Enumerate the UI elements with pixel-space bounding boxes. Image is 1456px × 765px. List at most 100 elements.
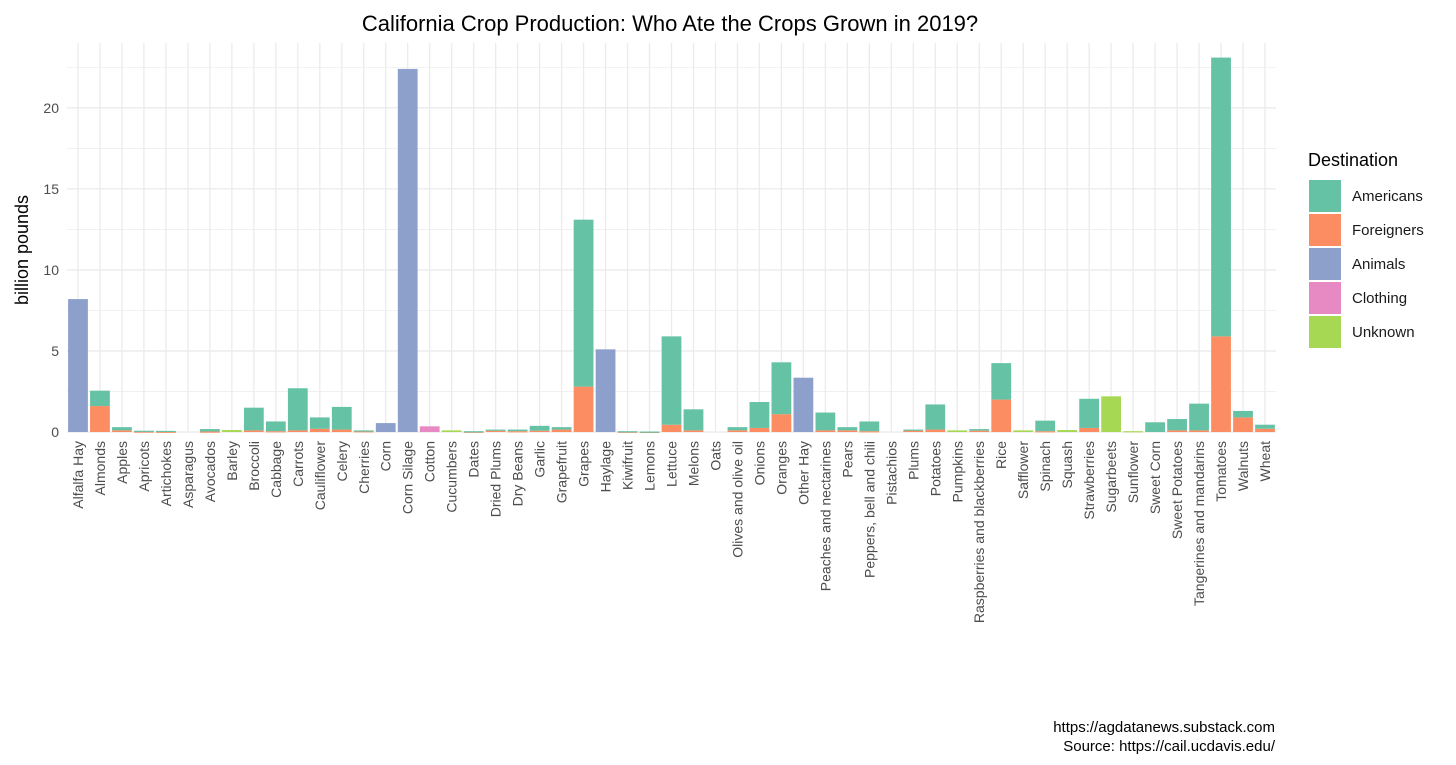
bar-segment bbox=[134, 431, 154, 433]
bar-segment bbox=[331, 429, 352, 432]
y-tick-label: 0 bbox=[51, 424, 59, 440]
x-tick-label: Celery bbox=[334, 441, 350, 481]
bar-segment bbox=[90, 390, 110, 407]
bar-segment bbox=[661, 336, 682, 425]
bar-segment bbox=[507, 431, 528, 433]
bar-segment bbox=[969, 430, 990, 432]
bar-segment bbox=[573, 219, 594, 387]
legend-swatch bbox=[1309, 316, 1341, 348]
bar-segment bbox=[903, 429, 924, 431]
bar-segment bbox=[815, 412, 836, 431]
x-tick-label: Grapefruit bbox=[554, 441, 570, 503]
bar-segment bbox=[1123, 431, 1144, 433]
legend-title: Destination bbox=[1308, 150, 1398, 170]
bar-segment bbox=[529, 430, 550, 432]
bar-segment bbox=[287, 388, 308, 431]
x-tick-label: Other Hay bbox=[795, 441, 811, 505]
x-tick-label: Carrots bbox=[290, 441, 306, 487]
x-tick-label: Olives and olive oil bbox=[729, 441, 745, 558]
x-tick-label: Alfalfa Hay bbox=[70, 441, 86, 509]
bar-segment bbox=[1255, 428, 1275, 432]
bar-segment bbox=[1057, 430, 1078, 432]
bar-segment bbox=[156, 431, 176, 433]
bar-segment bbox=[199, 429, 220, 432]
bar-segment bbox=[353, 430, 374, 432]
x-tick-label: Barley bbox=[224, 441, 240, 481]
legend-swatch bbox=[1309, 248, 1341, 280]
bar-segment bbox=[441, 430, 462, 432]
bar-segment bbox=[287, 430, 308, 432]
bar-segment bbox=[991, 399, 1012, 432]
bar-segment bbox=[265, 431, 286, 433]
bar-segment bbox=[771, 414, 792, 432]
bar-segment bbox=[331, 406, 352, 430]
bar-segment bbox=[969, 429, 990, 431]
x-tick-label: Peaches and nectarines bbox=[817, 441, 833, 591]
bar-segment bbox=[529, 425, 550, 431]
bar-segment bbox=[134, 430, 154, 432]
x-tick-label: Raspberries and blackberries bbox=[971, 441, 987, 623]
bar-segment bbox=[595, 349, 616, 432]
x-tick-label: Potatoes bbox=[927, 441, 943, 496]
legend-label: Americans bbox=[1352, 188, 1423, 205]
bar-segment bbox=[309, 417, 330, 429]
bar-segment bbox=[265, 421, 286, 432]
x-tick-label: Onions bbox=[751, 441, 767, 485]
x-tick-label: Pumpkins bbox=[949, 441, 965, 502]
bar-segment bbox=[375, 423, 396, 432]
bar-segment bbox=[243, 430, 264, 432]
x-axis-ticks: Alfalfa Hay Almonds Apples Apricots Artichok… bbox=[70, 441, 1273, 623]
bar-segment bbox=[639, 431, 660, 433]
bar-segment bbox=[749, 427, 770, 432]
bar-segment bbox=[573, 386, 594, 432]
x-tick-label: Kiwifruit bbox=[620, 441, 636, 490]
bar-segment bbox=[1035, 431, 1056, 433]
y-axis-title: billion pounds bbox=[12, 195, 32, 305]
x-tick-label: Pears bbox=[839, 441, 855, 478]
bar-segment bbox=[463, 431, 484, 433]
x-tick-label: Avocados bbox=[202, 441, 218, 502]
bar-segment bbox=[1211, 336, 1231, 432]
bar-segment bbox=[485, 429, 506, 431]
x-tick-label: Wheat bbox=[1257, 441, 1273, 482]
y-tick-label: 5 bbox=[51, 343, 59, 359]
bar-segment bbox=[1167, 430, 1187, 432]
x-tick-label: Walnuts bbox=[1235, 441, 1251, 491]
x-tick-label: Asparagus bbox=[180, 441, 196, 508]
legend: Destination Americans Foreigners Animals Cl… bbox=[1308, 150, 1424, 348]
x-tick-label: Dry Beans bbox=[510, 441, 526, 506]
legend-swatch bbox=[1309, 214, 1341, 246]
x-tick-label: Cauliflower bbox=[312, 441, 328, 511]
x-tick-label: Sunflower bbox=[1125, 441, 1141, 504]
x-tick-label: Apples bbox=[114, 441, 130, 484]
bar-segment bbox=[991, 363, 1012, 400]
bar-segment bbox=[661, 424, 682, 432]
x-tick-label: Almonds bbox=[92, 441, 108, 495]
bar-segment bbox=[1189, 430, 1209, 432]
x-tick-label: Apricots bbox=[136, 441, 152, 492]
y-tick-label: 10 bbox=[43, 262, 59, 278]
y-tick-label: 15 bbox=[43, 181, 59, 197]
bar-segment bbox=[112, 427, 132, 431]
x-tick-label: Broccoli bbox=[246, 441, 262, 491]
x-tick-label: Artichokes bbox=[158, 441, 174, 506]
caption-url: https://agdatanews.substack.com bbox=[1053, 719, 1275, 736]
y-axis-ticks: 0 5 10 15 20 bbox=[43, 100, 59, 440]
bar-segment bbox=[727, 430, 748, 432]
x-tick-label: Cabbage bbox=[268, 441, 284, 498]
x-tick-label: Haylage bbox=[598, 441, 614, 493]
legend-label: Foreigners bbox=[1352, 222, 1424, 239]
x-tick-label: Oats bbox=[707, 441, 723, 471]
bar-segment bbox=[925, 404, 946, 430]
x-tick-label: Oranges bbox=[773, 441, 789, 495]
bar-segment bbox=[793, 377, 814, 432]
bar-segment bbox=[683, 430, 704, 432]
bar-segment bbox=[903, 430, 924, 432]
bar-segment bbox=[1035, 420, 1056, 432]
bar-segment bbox=[551, 427, 572, 430]
x-tick-label: Lettuce bbox=[664, 441, 680, 487]
bar-segment bbox=[112, 430, 132, 432]
bar-segment bbox=[815, 430, 836, 432]
x-tick-label: Plums bbox=[905, 441, 921, 480]
